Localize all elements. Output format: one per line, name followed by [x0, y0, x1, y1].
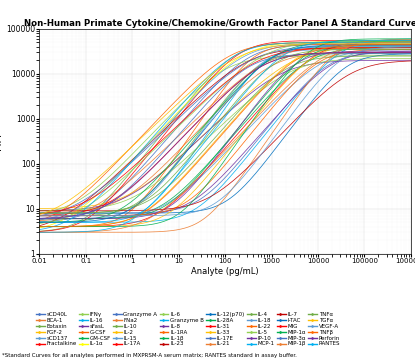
Legend: sCD40L, BCA-1, Eotaxin, FGF-2, sCD137, Fractalkine, IFNγ, IL-16, sFasL, G-CSF, G: sCD40L, BCA-1, Eotaxin, FGF-2, sCD137, F…	[36, 312, 340, 346]
X-axis label: Analyte (pg/mL): Analyte (pg/mL)	[191, 267, 259, 276]
Y-axis label: MFI: MFI	[0, 133, 3, 150]
Text: *Standard Curves for all analytes performed in MXPRSM-A serum matrix; RANTES sta: *Standard Curves for all analytes perfor…	[2, 353, 297, 358]
Title: Non-Human Primate Cytokine/Chemokine/Growth Factor Panel A Standard Curves*: Non-Human Primate Cytokine/Chemokine/Gro…	[24, 19, 415, 28]
